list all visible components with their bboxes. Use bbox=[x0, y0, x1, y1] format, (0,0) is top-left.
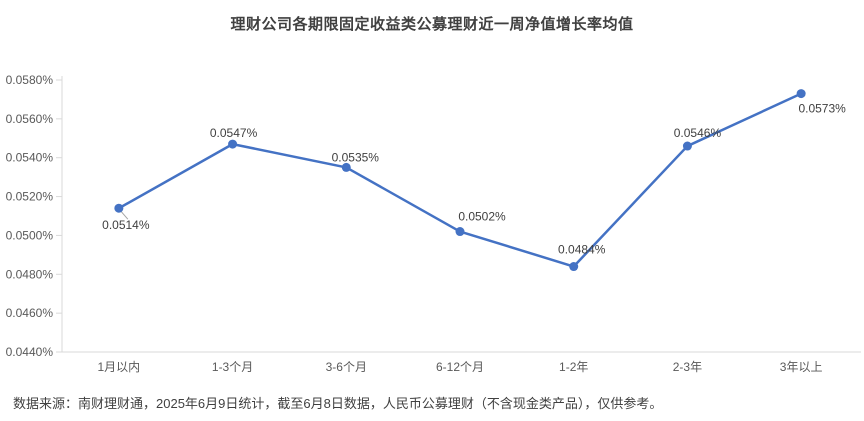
y-tick-label: 0.0580% bbox=[6, 73, 54, 87]
y-tick-label: 0.0560% bbox=[6, 112, 54, 126]
x-tick-label: 2-3年 bbox=[673, 360, 702, 374]
x-tick-label: 3年以上 bbox=[780, 360, 823, 374]
y-tick-label: 0.0500% bbox=[6, 228, 54, 242]
y-tick-label: 0.0460% bbox=[6, 306, 54, 320]
x-tick-label: 3-6个月 bbox=[326, 360, 367, 374]
data-point bbox=[228, 139, 238, 149]
chart-title: 理财公司各期限固定收益类公募理财近一周净值增长率均值 bbox=[230, 16, 634, 33]
data-label: 0.0573% bbox=[798, 102, 846, 116]
data-point bbox=[341, 162, 351, 172]
data-label: 0.0514% bbox=[102, 218, 150, 232]
x-tick-label: 1-3个月 bbox=[212, 360, 253, 374]
y-tick-label: 0.0540% bbox=[6, 151, 54, 165]
x-tick-label: 1月以内 bbox=[98, 360, 141, 374]
data-point bbox=[682, 141, 692, 151]
data-label: 0.0547% bbox=[210, 126, 258, 140]
data-label: 0.0484% bbox=[558, 243, 606, 257]
data-label: 0.0546% bbox=[674, 126, 722, 140]
data-point bbox=[569, 262, 579, 272]
y-tick-label: 0.0480% bbox=[6, 267, 54, 281]
data-label: 0.0502% bbox=[458, 210, 506, 224]
y-tick-label: 0.0440% bbox=[6, 345, 54, 359]
x-tick-label: 1-2年 bbox=[559, 360, 588, 374]
data-label: 0.0535% bbox=[332, 150, 380, 164]
data-point bbox=[455, 227, 465, 237]
y-tick-label: 0.0520% bbox=[6, 190, 54, 204]
x-tick-label: 6-12个月 bbox=[436, 360, 484, 374]
data-source-note: 数据来源：南财理财通，2025年6月9日统计，截至6月8日数据，人民币公募理财（… bbox=[13, 396, 663, 411]
data-point bbox=[114, 203, 124, 213]
series-line bbox=[117, 92, 803, 268]
leader-line bbox=[120, 210, 129, 220]
data-point bbox=[796, 89, 806, 99]
